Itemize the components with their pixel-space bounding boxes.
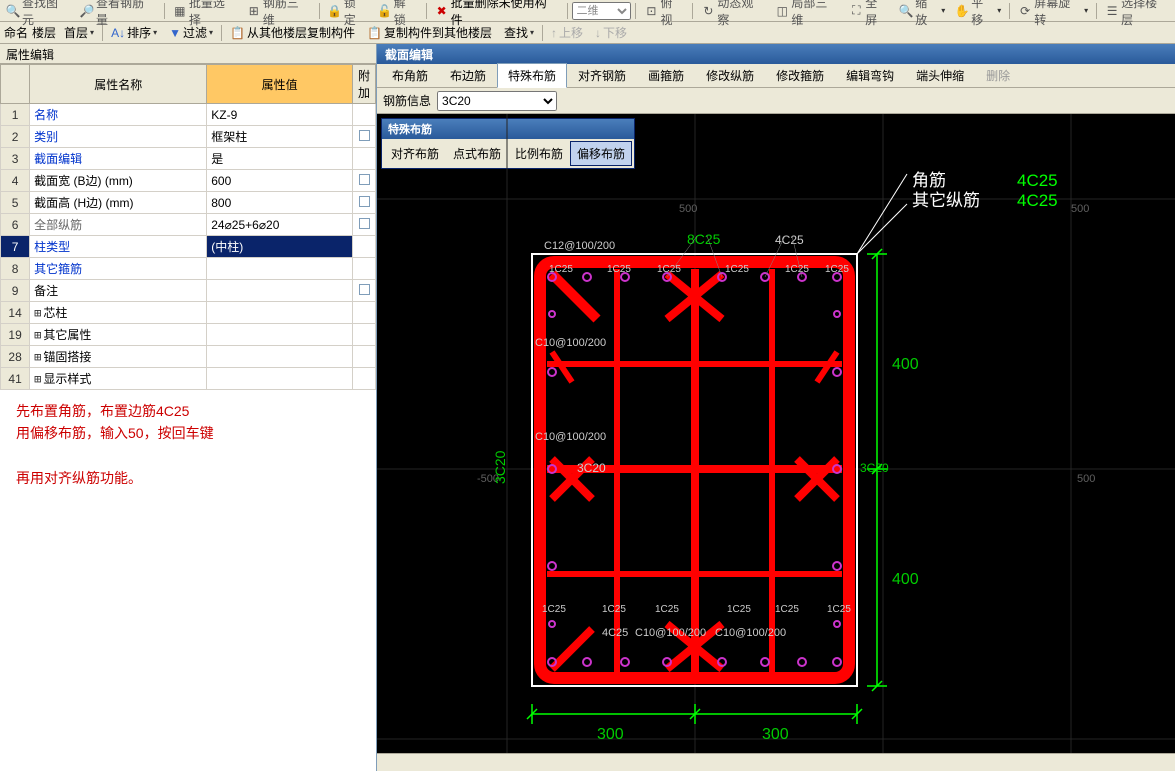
section-tab[interactable]: 特殊布筋 [497, 63, 567, 88]
viewport-statusbar [377, 753, 1175, 771]
svg-text:500: 500 [1071, 203, 1089, 215]
svg-text:1C25: 1C25 [827, 604, 851, 615]
orbit-button[interactable]: ↻动态观察 [697, 0, 769, 29]
property-row[interactable]: 19 ⊞其它属性 [1, 324, 376, 346]
svg-text:1C25: 1C25 [657, 264, 681, 275]
section-tab[interactable]: 编辑弯钩 [835, 63, 905, 88]
find-button[interactable]: 查找▾ [500, 23, 538, 42]
rebar-info-select[interactable]: 3C20 [437, 91, 557, 111]
svg-text:4C25: 4C25 [602, 627, 628, 639]
filter-button[interactable]: ▼过滤▾ [165, 23, 217, 42]
svg-text:1C25: 1C25 [549, 264, 573, 275]
svg-text:500: 500 [1077, 473, 1095, 485]
svg-text:1C25: 1C25 [775, 604, 799, 615]
svg-text:400: 400 [892, 356, 919, 373]
row-header [1, 65, 30, 104]
svg-text:4C25: 4C25 [1017, 171, 1058, 190]
name-header: 属性名称 [30, 65, 207, 104]
svg-text:4C25: 4C25 [775, 233, 804, 247]
move-up-button[interactable]: ↑上移 [547, 23, 587, 42]
section-tab[interactable]: 修改纵筋 [695, 63, 765, 88]
svg-text:1C25: 1C25 [655, 604, 679, 615]
local-3d-button[interactable]: ◫局部三维 [771, 0, 843, 29]
section-tab[interactable]: 修改箍筋 [765, 63, 835, 88]
copy-to-floor-button[interactable]: 📋复制构件到其他楼层 [363, 23, 496, 42]
svg-text:C12@100/200: C12@100/200 [544, 240, 615, 252]
property-panel: 属性编辑 属性名称 属性值 附加 1 名称 KZ-9 2 类别 框架柱 3 截面… [0, 44, 377, 771]
section-tab[interactable]: 删除 [975, 63, 1021, 88]
svg-text:3C20: 3C20 [577, 461, 606, 475]
rebar-info-label: 钢筋信息 [383, 92, 431, 109]
name-label: 命名 [4, 24, 28, 41]
svg-text:C10@100/200: C10@100/200 [635, 627, 706, 639]
section-tab[interactable]: 对齐钢筋 [567, 63, 637, 88]
property-row[interactable]: 28 ⊞锚固搭接 [1, 346, 376, 368]
section-tab[interactable]: 布边筋 [439, 63, 497, 88]
instruction-notes: 先布置角筋，布置边筋4C25 用偏移布筋，输入50，按回车键 再用对齐纵筋功能。 [0, 390, 376, 500]
property-row[interactable]: 4 截面宽 (B边) (mm) 600 [1, 170, 376, 192]
move-down-button[interactable]: ↓下移 [591, 23, 631, 42]
property-row[interactable]: 9 备注 [1, 280, 376, 302]
property-row[interactable]: 41 ⊞显示样式 [1, 368, 376, 390]
svg-text:3C20: 3C20 [860, 461, 889, 475]
view-mode-select[interactable]: 二维 [572, 2, 632, 20]
section-tab[interactable]: 端头伸缩 [905, 63, 975, 88]
svg-text:3C20: 3C20 [492, 450, 508, 484]
floor-label: 楼层 [32, 24, 56, 41]
property-row[interactable]: 3 截面编辑 是 [1, 148, 376, 170]
svg-text:其它纵筋: 其它纵筋 [912, 191, 980, 210]
property-row[interactable]: 8 其它箍筋 [1, 258, 376, 280]
section-tab[interactable]: 画箍筋 [637, 63, 695, 88]
svg-text:C10@100/200: C10@100/200 [535, 337, 606, 349]
svg-text:1C25: 1C25 [825, 264, 849, 275]
main-toolbar: 🔍查找图元 🔎查看钢筋量 ▦批量选择 ⊞钢筋三维 🔒锁定 🔓解锁 ✖批量删除未使… [0, 0, 1175, 22]
pan-button[interactable]: ✋平移▾ [951, 0, 1005, 29]
property-panel-title: 属性编辑 [0, 44, 376, 64]
svg-text:300: 300 [597, 726, 624, 743]
svg-text:1C25: 1C25 [602, 604, 626, 615]
section-editor-title: 截面编辑 [377, 44, 1175, 64]
svg-text:C10@100/200: C10@100/200 [535, 431, 606, 443]
svg-text:500: 500 [679, 203, 697, 215]
copy-from-floor-button[interactable]: 📋从其他楼层复制构件 [226, 23, 359, 42]
svg-text:1C25: 1C25 [725, 264, 749, 275]
svg-text:角筋: 角筋 [912, 171, 946, 190]
property-row[interactable]: 2 类别 框架柱 [1, 126, 376, 148]
svg-text:1C25: 1C25 [785, 264, 809, 275]
svg-text:C10@100/200: C10@100/200 [715, 627, 786, 639]
value-header: 属性值 [207, 65, 353, 104]
section-tab[interactable]: 布角筋 [381, 63, 439, 88]
property-row[interactable]: 6 全部纵筋 24⌀25+6⌀20 [1, 214, 376, 236]
cad-viewport[interactable]: 特殊布筋 对齐布筋点式布筋比例布筋偏移布筋 500 500 -500 500 [377, 114, 1175, 771]
property-row[interactable]: 5 截面高 (H边) (mm) 800 [1, 192, 376, 214]
select-floor-button[interactable]: ☰选择楼层 [1101, 0, 1173, 29]
rotate-screen-button[interactable]: ⟳屏幕旋转▾ [1014, 0, 1092, 29]
section-tabs: 布角筋布边筋特殊布筋对齐钢筋画箍筋修改纵筋修改箍筋编辑弯钩端头伸缩删除 [377, 64, 1175, 88]
floor-dropdown[interactable]: 首层▾ [60, 23, 98, 42]
property-row[interactable]: 14 ⊞芯柱 [1, 302, 376, 324]
section-drawing: 500 500 -500 500 [377, 114, 1175, 771]
property-row[interactable]: 1 名称 KZ-9 [1, 104, 376, 126]
rebar-info-bar: 钢筋信息 3C20 [377, 88, 1175, 114]
property-row[interactable]: 7 柱类型 (中柱) [1, 236, 376, 258]
property-table: 属性名称 属性值 附加 1 名称 KZ-9 2 类别 框架柱 3 截面编辑 是 … [0, 64, 376, 390]
sort-button[interactable]: A↓排序▾ [107, 23, 161, 42]
fullscreen-button[interactable]: ⛶全屏 [845, 0, 893, 29]
svg-text:300: 300 [762, 726, 789, 743]
svg-text:1C25: 1C25 [607, 264, 631, 275]
extra-header: 附加 [353, 65, 376, 104]
section-editor-panel: 截面编辑 布角筋布边筋特殊布筋对齐钢筋画箍筋修改纵筋修改箍筋编辑弯钩端头伸缩删除… [377, 44, 1175, 771]
zoom-button[interactable]: 🔍缩放▾ [895, 0, 949, 29]
svg-text:400: 400 [892, 571, 919, 588]
svg-text:1C25: 1C25 [542, 604, 566, 615]
svg-text:4C25: 4C25 [1017, 191, 1058, 210]
top-view-button[interactable]: ⊡俯视 [640, 0, 688, 29]
svg-text:1C25: 1C25 [727, 604, 751, 615]
svg-text:8C25: 8C25 [687, 231, 721, 247]
